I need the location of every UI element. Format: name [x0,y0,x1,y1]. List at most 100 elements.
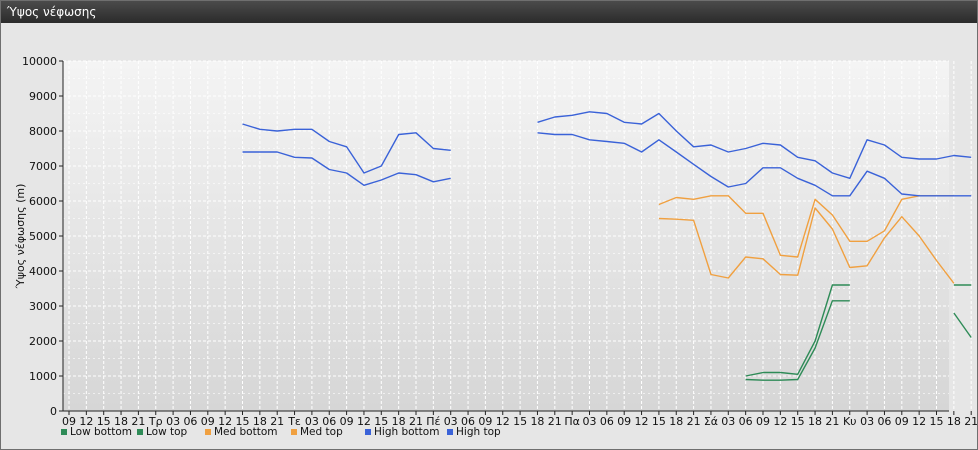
x-tick-label: 03 [721,415,735,428]
x-tick-label: 06 [461,415,475,428]
x-tick-label: 21 [964,415,977,428]
series-med-bottom [658,207,955,284]
x-tick-label: 03 [860,415,874,428]
legend-swatch [291,429,297,435]
x-tick-label: 21 [131,415,145,428]
x-tick-label: 15 [930,415,944,428]
x-tick-label: 18 [947,415,961,428]
y-tick-label: 2000 [29,335,57,348]
y-tick-label: 6000 [29,195,57,208]
x-tick-label: 09 [201,415,215,428]
series-line-segment [658,195,954,258]
series-lines [242,111,972,381]
x-tick-label: 12 [357,415,371,428]
series-line-segment [658,207,955,284]
series-line-segment [745,300,850,381]
x-tick-label: 15 [374,415,388,428]
legend-swatch [137,429,143,435]
cloud-height-chart: 0 1000 2000 3000 4000 5000 6000 7000 8000 9000 100… [14,55,977,438]
x-tick-label: 21 [409,415,423,428]
legend-label: High bottom [374,426,439,438]
series-line-segment [745,284,850,377]
x-tick-label: Πέ [426,415,440,428]
series-line-segment [242,123,451,174]
x-tick-label: 21 [270,415,284,428]
x-tick-label: 03 [583,415,597,428]
y-tick-label: 4000 [29,265,57,278]
x-tick-label: 06 [322,415,336,428]
x-tick-label: 03 [166,415,180,428]
legend-label: Low top [146,426,188,438]
y-tick-label: 5000 [29,230,57,243]
x-tick-label: 12 [218,415,232,428]
x-tick-label: 18 [114,415,128,428]
x-tick-label: 18 [392,415,406,428]
titlebar: Ύψος νέφωσης [1,1,977,23]
x-tick-label: 12 [912,415,926,428]
x-tick-label: 18 [669,415,683,428]
series-low-top [745,300,972,381]
x-axis-ticks: 09 12 15 18 21 Τρ 03 06 09 12 15 18 21 Τε 03 06 09 12 15 18… [62,411,977,428]
series-line-segment [953,312,972,338]
x-tick-label: 15 [791,415,805,428]
x-tick-label: 06 [183,415,197,428]
x-tick-label: 12 [635,415,649,428]
x-tick-label: 09 [895,415,909,428]
x-tick-label: 03 [305,415,319,428]
x-tick-label: 06 [877,415,891,428]
x-tick-label: 09 [62,415,76,428]
y-tick-label: 3000 [29,300,57,313]
legend-swatch [365,429,371,435]
legend-label: Low bottom [70,426,132,438]
x-tick-label: Τε [287,415,301,428]
series-line-segment [537,111,972,180]
legend-swatch [205,429,211,435]
legend-swatch [447,429,453,435]
legend-label: High top [456,426,501,438]
x-tick-label: 21 [687,415,701,428]
series-med-top [658,195,954,258]
x-tick-label: 09 [340,415,354,428]
x-tick-label: 12 [79,415,93,428]
x-tick-label: Πα [564,415,580,428]
series-line-segment [537,132,972,197]
x-tick-label: 21 [548,415,562,428]
y-tick-label: 8000 [29,125,57,138]
y-tick-label: 9000 [29,90,57,103]
x-tick-label: Τρ [148,415,163,428]
y-tick-label: 7000 [29,160,57,173]
x-tick-label: 06 [600,415,614,428]
x-tick-label: 06 [739,415,753,428]
y-tick-label: 10000 [22,55,57,68]
legend-label: Med bottom [214,426,278,438]
window-title: Ύψος νέφωσης [7,5,97,19]
x-tick-label: 21 [825,415,839,428]
y-tick-label: 0 [50,405,57,418]
x-tick-label: 15 [236,415,250,428]
x-tick-label: 03 [444,415,458,428]
x-tick-label: 18 [253,415,267,428]
series-high-bottom [242,132,972,197]
legend-swatch [61,429,67,435]
x-tick-label: 18 [808,415,822,428]
legend: Low bottom Low top Med bottom Med top High b… [61,426,501,438]
series-line-segment [242,151,451,187]
x-tick-label: 09 [478,415,492,428]
x-tick-label: 12 [773,415,787,428]
series-low-bottom [745,284,972,377]
y-axis-ticks: 0 1000 2000 3000 4000 5000 6000 7000 8000 9000 100… [22,55,63,418]
x-tick-label: 15 [652,415,666,428]
grid [63,60,972,411]
x-tick-label: 15 [513,415,527,428]
x-tick-label: 15 [97,415,111,428]
x-tick-label: Κυ [843,415,857,428]
series-high-top [242,111,972,180]
x-tick-label: 09 [756,415,770,428]
y-axis-label: Ύψος νέφωσης (m) [14,184,27,290]
x-tick-label: 18 [530,415,544,428]
y-tick-label: 1000 [29,370,57,383]
x-tick-label: Σά [704,415,718,428]
x-tick-label: 09 [617,415,631,428]
x-tick-label: 12 [496,415,510,428]
